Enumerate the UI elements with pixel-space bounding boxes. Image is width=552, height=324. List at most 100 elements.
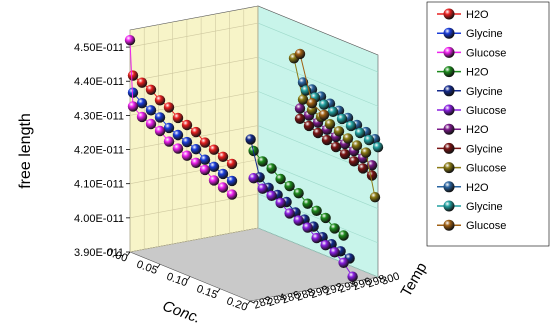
data-point [163,122,175,134]
z-tick-label: 4.10E-011 [74,179,124,191]
legend-item: Glycine [437,85,503,98]
data-point [348,156,360,167]
data-point [303,120,315,132]
y-tick-label: 290 [309,284,330,302]
data-point [199,137,211,148]
y-tick-label: 284 [266,292,287,310]
gridline-z-side [257,159,379,209]
data-point [226,158,238,170]
data-point [297,94,309,105]
y-tick [363,279,368,283]
legend-label: H2O [466,67,489,79]
data-point [293,215,304,226]
data-point [248,173,259,184]
data-point [154,95,166,106]
data-point [354,127,366,139]
data-point [163,136,175,147]
data-point [145,105,157,116]
x-tick [246,300,251,306]
y-tick [292,292,297,296]
data-point [347,271,358,282]
data-point [302,222,313,233]
legend-marker [443,27,455,39]
gridline-z [129,227,259,253]
series-3 [248,145,349,241]
legend-item: Glucose [437,162,506,175]
x-axis-title: Conc. [160,298,203,324]
data-point [338,257,349,268]
data-point [190,126,202,138]
gridline-z-side [257,56,379,107]
gridline-z [129,22,259,48]
legend-marker [443,66,455,78]
legend-item: Glucose [437,219,506,232]
legend-label: Glucose [466,105,506,117]
y-tick-label: 296 [351,276,372,294]
y-tick-label: 288 [295,286,316,304]
legend-item: H2O [437,66,489,79]
data-point [136,77,148,88]
data-point [293,188,304,199]
gridline-z-side [257,22,379,73]
data-point [226,175,238,187]
data-point [329,223,340,234]
y-tick-label: 292 [323,281,344,299]
legend-marker [443,85,455,97]
data-point [306,98,318,109]
y-tick-label: 286 [280,289,301,307]
data-point [257,183,268,194]
data-point [360,147,372,158]
data-point [199,154,211,165]
data-point [327,106,339,118]
z-tick-label: 4.20E-011 [74,145,124,157]
legend-marker [443,104,455,116]
data-point [302,198,313,209]
data-point [284,180,295,192]
data-point [266,163,277,174]
data-point [172,143,184,154]
data-point [172,129,184,141]
legend-label: Glycine [466,86,503,98]
legend-marker [443,46,455,58]
y-axis-title: Temp [398,260,431,300]
legend-label: Glycine [466,28,503,40]
z-tick-label: 4.30E-011 [74,110,124,122]
data-point [190,157,202,168]
y-tick [306,289,312,293]
data-point [181,119,193,131]
data-point [338,230,349,241]
data-point [294,48,306,60]
data-point [329,247,340,258]
data-point [190,144,202,155]
x-tick-label: 0.00 [105,246,129,265]
legend-item: H2O [437,181,489,194]
data-point [330,141,342,153]
data-point [297,77,309,88]
legend-item: Glucose [437,104,506,117]
gridline-z [129,125,259,150]
legend-item: Glucose [437,46,506,59]
data-point [372,142,384,153]
data-point [208,144,220,155]
y-tick [278,295,283,299]
data-point [320,212,331,224]
x-tick [126,251,131,257]
y-tick-label: 298 [366,273,387,291]
data-point [321,134,333,146]
data-point [294,103,306,114]
data-point [266,190,277,201]
data-point [127,87,139,98]
data-point [339,149,351,160]
data-point [127,70,139,81]
data-point [345,120,357,132]
data-point [275,197,286,209]
data-point [363,134,375,146]
legend-label: H2O [466,182,489,194]
y-tick-label: 282 [252,294,273,312]
data-point [284,208,295,219]
legend-label: H2O [466,124,489,136]
data-point [318,109,330,121]
legend-marker [443,123,455,135]
series-0 [127,70,238,170]
data-point [208,175,220,186]
